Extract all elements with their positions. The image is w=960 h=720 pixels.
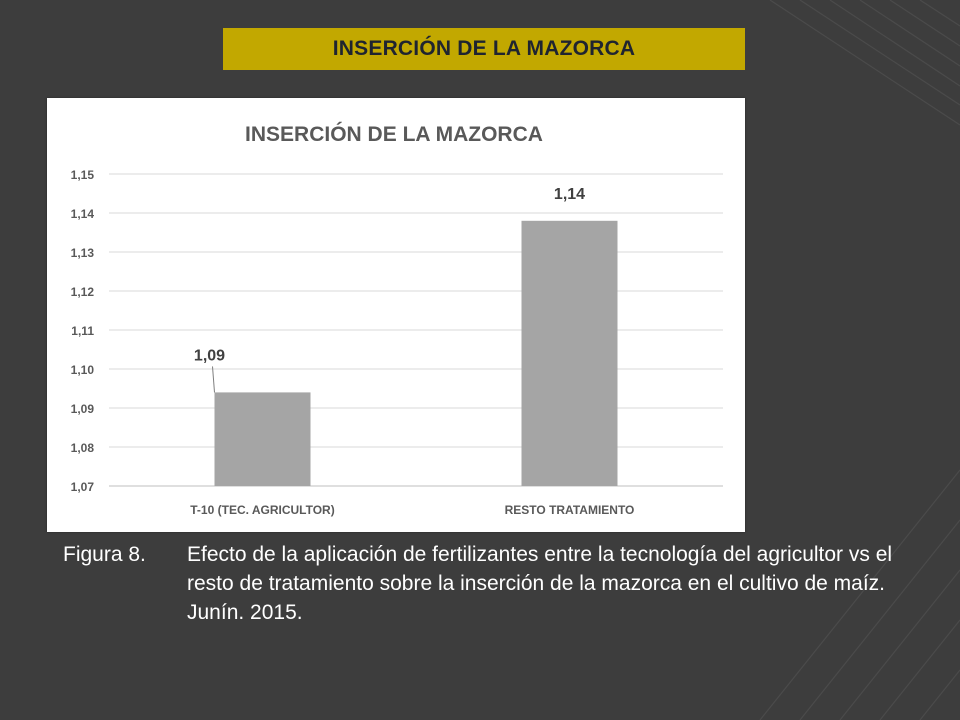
x-category-label: RESTO TRATAMIENTO <box>505 503 635 517</box>
caption-text: Efecto de la aplicación de fertilizantes… <box>187 543 893 624</box>
data-label: 1,09 <box>194 347 225 364</box>
y-tick-label: 1,14 <box>71 207 95 221</box>
y-tick-label: 1,13 <box>71 246 95 260</box>
x-category-label: T-10 (TEC. AGRICULTOR) <box>190 503 334 517</box>
bar-chart: INSERCIÓN DE LA MAZORCA 1,07 1,08 1,09 1,10… <box>71 122 723 517</box>
bars <box>214 220 618 487</box>
data-label: 1,14 <box>554 186 585 203</box>
y-tick-label: 1,08 <box>71 441 95 455</box>
y-tick-label: 1,15 <box>71 168 95 182</box>
figure-caption: Figura 8. Efecto de la aplicación de fer… <box>63 540 923 627</box>
x-axis-categories: T-10 (TEC. AGRICULTOR) RESTO TRATAMIENTO <box>190 503 634 517</box>
y-tick-label: 1,07 <box>71 480 95 494</box>
data-labels: 1,09 1,14 <box>194 186 585 393</box>
chart-card: INSERCIÓN DE LA MAZORCA 1,07 1,08 1,09 1,10… <box>47 98 745 532</box>
bar <box>521 220 618 487</box>
slide-title: INSERCIÓN DE LA MAZORCA <box>223 28 745 70</box>
y-axis-ticks: 1,07 1,08 1,09 1,10 1,11 1,12 1,13 1,14 1,15 <box>71 168 95 494</box>
caption-label: Figura 8. <box>63 543 146 566</box>
grid-lines <box>109 173 723 487</box>
bar <box>214 392 311 486</box>
y-tick-label: 1,10 <box>71 363 95 377</box>
y-tick-label: 1,12 <box>71 285 95 299</box>
data-label-leader <box>212 366 215 393</box>
y-tick-label: 1,11 <box>71 324 94 338</box>
chart-title: INSERCIÓN DE LA MAZORCA <box>245 122 543 146</box>
y-tick-label: 1,09 <box>71 402 95 416</box>
